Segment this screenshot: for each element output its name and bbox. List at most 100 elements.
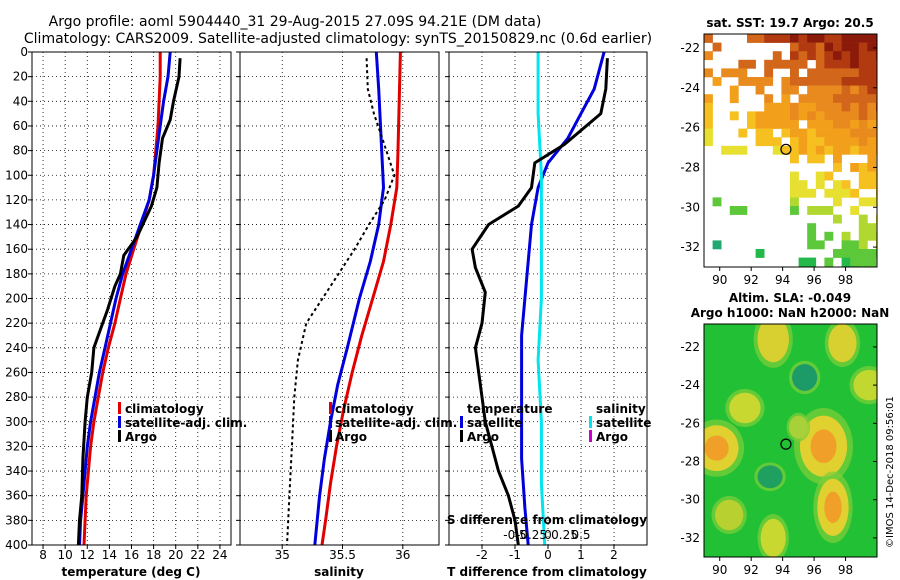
sst-cell: [764, 68, 774, 78]
sst-cell: [841, 102, 851, 112]
x-tick-label: 35.5: [329, 548, 356, 562]
x-tick-label: 1: [577, 548, 585, 562]
legend-label-climatology: climatology: [125, 402, 204, 416]
salinity-frame: [239, 51, 440, 546]
sst-cell: [798, 59, 808, 69]
map-lon-tick-label: 98: [838, 563, 853, 577]
sst-cell: [850, 94, 860, 104]
sst-cell: [772, 137, 782, 147]
s-tick-label: 0.25: [551, 528, 578, 542]
sst-cell: [867, 42, 877, 52]
sst-cell: [755, 120, 765, 129]
sst-cell: [858, 249, 868, 258]
sst-cell: [704, 34, 713, 43]
sst-cell: [824, 68, 834, 78]
sst-cell: [755, 128, 765, 138]
sst-cell: [850, 59, 860, 69]
sst-cell: [815, 51, 825, 61]
legend-label-temperature-argo: Argo: [467, 430, 499, 444]
sst-cell: [764, 128, 774, 138]
sst-cell: [858, 59, 868, 69]
sst-cell: [790, 34, 799, 43]
legend-label-argo: Argo: [335, 430, 367, 444]
sst-cell: [747, 59, 756, 69]
sst-cell: [867, 59, 877, 69]
depth-tick-label: 160: [5, 242, 28, 256]
sst-cell: [841, 111, 851, 121]
sst-cell: [755, 249, 765, 258]
sst-cell: [858, 111, 868, 121]
map-lat-tick-label: -30: [680, 493, 700, 507]
legend-swatch-argo: [329, 430, 332, 442]
salinity-ticks: 35 35.5 36: [236, 51, 410, 562]
depth-tick-label: 140: [5, 218, 28, 232]
sst-cell: [704, 128, 713, 138]
map-lat-tick-label: -26: [680, 416, 700, 430]
sst-cell: [841, 77, 851, 86]
sst-cell: [841, 145, 851, 155]
sst-cell: [867, 171, 877, 181]
sst-cell: [841, 188, 851, 198]
depth-tick-label: 100: [5, 168, 28, 182]
map-lon-tick-label: 92: [744, 563, 759, 577]
sst-cell: [807, 42, 817, 52]
sst-cell: [867, 34, 877, 43]
sst-cell: [841, 249, 851, 258]
depth-tick-label: 380: [5, 513, 28, 527]
sla-anomaly-blob: [757, 324, 789, 363]
sst-argo-location-marker: [780, 143, 792, 155]
sst-cell: [807, 85, 817, 95]
sst-cell: [815, 154, 825, 164]
sst-cell: [815, 68, 825, 78]
map-lat-tick-label: -24: [680, 378, 700, 392]
sla-map-ticks: 90 92 94 96 98 -22 -24 -26 -28 -30 -32: [680, 340, 877, 577]
x-tick-label: 12: [80, 548, 95, 562]
sst-cell: [841, 128, 851, 138]
sst-cell: [841, 137, 851, 147]
sst-cell: [858, 128, 868, 138]
sst-cell: [729, 145, 739, 155]
sst-cell: [850, 249, 860, 258]
sla-anomaly-blob: [788, 415, 808, 439]
depth-tick-label: 80: [13, 144, 28, 158]
title-line-2: Climatology: CARS2009. Satellite-adjuste…: [24, 31, 652, 47]
sst-cell: [772, 34, 782, 43]
sst-cell: [704, 111, 713, 121]
sst-cell: [781, 128, 791, 138]
sst-cell: [850, 34, 860, 43]
x-tick-label: 10: [58, 548, 73, 562]
depth-tick-label: 280: [5, 390, 28, 404]
map-lat-tick-label: -22: [680, 41, 700, 55]
sst-cell: [824, 231, 834, 241]
sst-cell: [790, 42, 799, 52]
sst-cell: [824, 137, 834, 147]
sst-cell: [704, 68, 713, 78]
sst-cell: [867, 249, 877, 258]
sst-cell: [790, 59, 799, 69]
map-lon-tick-label: 94: [775, 273, 790, 287]
series-line-satellite: [520, 52, 606, 545]
title-line-1: Argo profile: aoml 5904440_31 29-Aug-201…: [49, 14, 542, 30]
sst-cell: [704, 120, 713, 129]
sst-cell: [833, 180, 842, 190]
sst-cell: [867, 137, 877, 147]
sst-cell: [824, 111, 834, 121]
sst-cell: [798, 34, 808, 43]
sst-cell: [858, 94, 868, 104]
sst-cell: [867, 102, 877, 112]
difference-ticks: -2 -1 0 1 2-0.5-0.250 0.250.5: [445, 51, 618, 562]
sst-cell: [858, 171, 868, 181]
sst-map-panel: sat. SST: 19.7 Argo: 20.5 90 92 94 96 98 -22 -…: [680, 16, 878, 287]
sst-cell: [807, 68, 817, 78]
sla-anomaly-core: [810, 429, 837, 464]
sst-cell: [867, 68, 877, 78]
sst-cell: [833, 154, 842, 164]
s-tick-label: -0.25: [516, 528, 547, 542]
sla-anomaly-blob: [760, 518, 786, 557]
sla-anomaly-blob: [715, 499, 744, 531]
sst-cell: [858, 163, 868, 172]
sst-cell: [815, 111, 825, 121]
sst-cell: [798, 257, 808, 267]
sst-cell: [790, 51, 799, 61]
difference-lines: [470, 52, 609, 545]
